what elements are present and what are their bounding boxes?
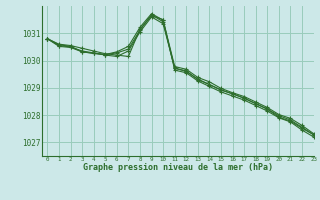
X-axis label: Graphe pression niveau de la mer (hPa): Graphe pression niveau de la mer (hPa) bbox=[83, 163, 273, 172]
